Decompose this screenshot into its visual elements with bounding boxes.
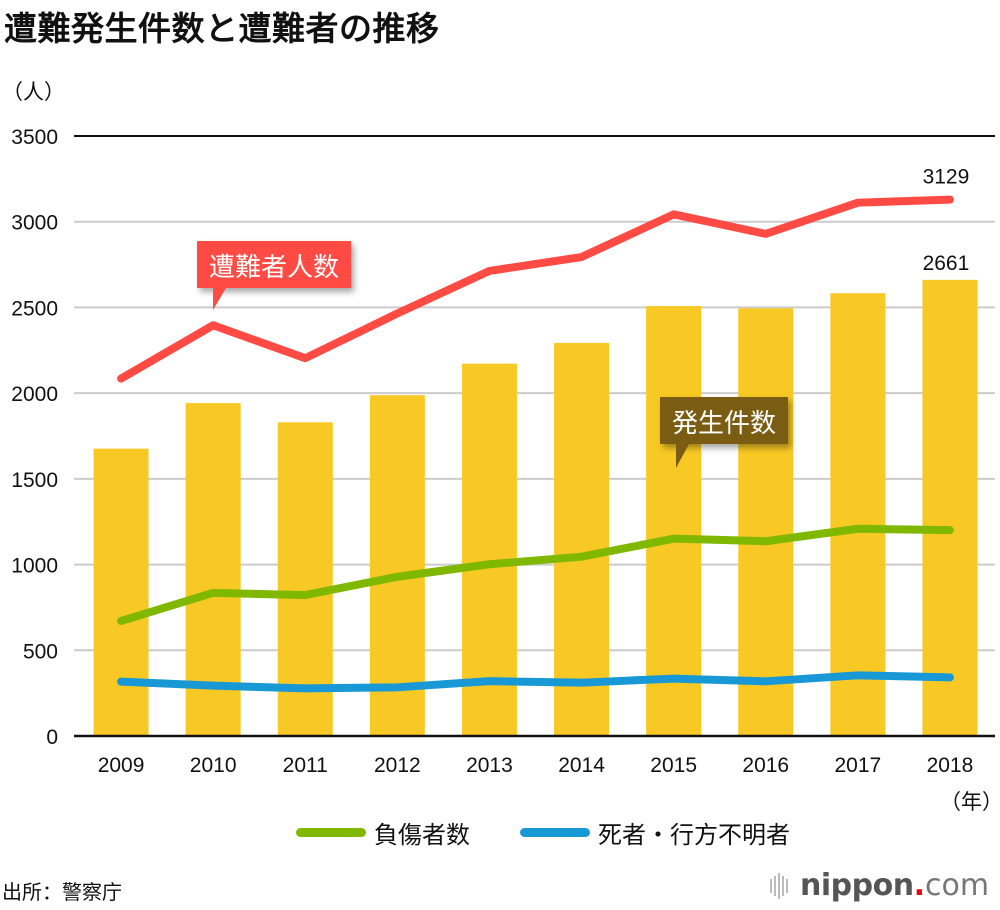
- legend-swatch-injured: [296, 828, 366, 837]
- y-tick-label-2000: 2000: [11, 383, 58, 406]
- bar-2018: [922, 279, 978, 736]
- y-tick-label-3000: 3000: [11, 212, 58, 235]
- source-note: 出所：警察庁: [2, 880, 122, 904]
- y-tick-label-1500: 1500: [11, 469, 58, 492]
- x-tick-label-2012: 2012: [374, 754, 421, 777]
- y-tick-label-2500: 2500: [11, 297, 58, 320]
- nippon-logo: nippon. com: [770, 868, 989, 903]
- sound-bars-icon: [770, 872, 790, 899]
- x-tick-label-2016: 2016: [742, 754, 789, 777]
- bar-2012: [369, 395, 425, 736]
- line-dead-missing: [117, 671, 954, 693]
- x-tick-label-2010: 2010: [190, 754, 237, 777]
- bar-2014: [554, 342, 610, 736]
- callout-incidents-tail: [676, 444, 689, 468]
- legend-label-injured: 負傷者数: [374, 821, 470, 849]
- bar-2017: [830, 293, 886, 736]
- data-label-bar-2018: 2661: [923, 252, 970, 275]
- callout-incidents-label: 発生件数: [672, 409, 777, 439]
- x-tick-label-2015: 2015: [650, 754, 697, 777]
- x-tick-label-2011: 2011: [283, 754, 328, 777]
- bar-2010: [185, 403, 241, 736]
- bar-2015: [646, 306, 702, 736]
- x-tick-labels: 2009 2010 2011 2012 2013 2014 2015 2016 2017 2018: [98, 754, 974, 777]
- x-axis-unit-label: （年）: [940, 790, 1000, 814]
- y-axis-unit-label: （人）: [2, 80, 65, 104]
- legend: 負傷者数 死者・行方不明者: [0, 815, 1000, 851]
- callout-incidents: 発生件数: [660, 397, 789, 468]
- data-labels: 3129 2661: [923, 166, 970, 275]
- callout-victims-label: 遭難者人数: [209, 253, 340, 283]
- x-tick-label-2014: 2014: [558, 754, 605, 777]
- line-victims: [117, 195, 954, 383]
- y-tick-label-0: 0: [46, 726, 58, 749]
- data-label-line-2018: 3129: [923, 166, 970, 189]
- logo-dot: .: [913, 868, 925, 903]
- callout-victims: 遭難者人数: [197, 241, 352, 310]
- callout-victims-tail: [213, 288, 226, 310]
- y-tick-label-500: 500: [23, 640, 58, 663]
- x-tick-label-2009: 2009: [98, 754, 145, 777]
- legend-item-injured: 負傷者数: [296, 815, 470, 850]
- legend-item-dead-missing: 死者・行方不明者: [520, 815, 790, 850]
- y-tick-label-3500: 3500: [11, 126, 58, 149]
- chart-title: 遭難発生件数と遭難者の推移: [4, 9, 440, 48]
- y-tick-label-1000: 1000: [11, 555, 58, 578]
- lines: [117, 195, 954, 693]
- bar-2013: [461, 363, 517, 736]
- bars-incidents: [93, 279, 978, 736]
- logo-name: nippon: [800, 868, 914, 903]
- legend-swatch-dead-missing: [520, 828, 590, 837]
- x-tick-label-2018: 2018: [927, 754, 974, 777]
- legend-label-dead-missing: 死者・行方不明者: [598, 821, 790, 849]
- bar-2011: [277, 422, 333, 736]
- x-tick-label-2017: 2017: [834, 754, 881, 777]
- bar-2009: [93, 448, 149, 736]
- x-tick-label-2013: 2013: [466, 754, 513, 777]
- axes: [74, 135, 995, 738]
- logo-suffix: com: [924, 868, 990, 903]
- bar-2016: [738, 308, 794, 736]
- line-injured: [117, 524, 954, 625]
- y-tick-labels: 0 500 1000 1500 2000 2500 3000 3500: [11, 126, 58, 749]
